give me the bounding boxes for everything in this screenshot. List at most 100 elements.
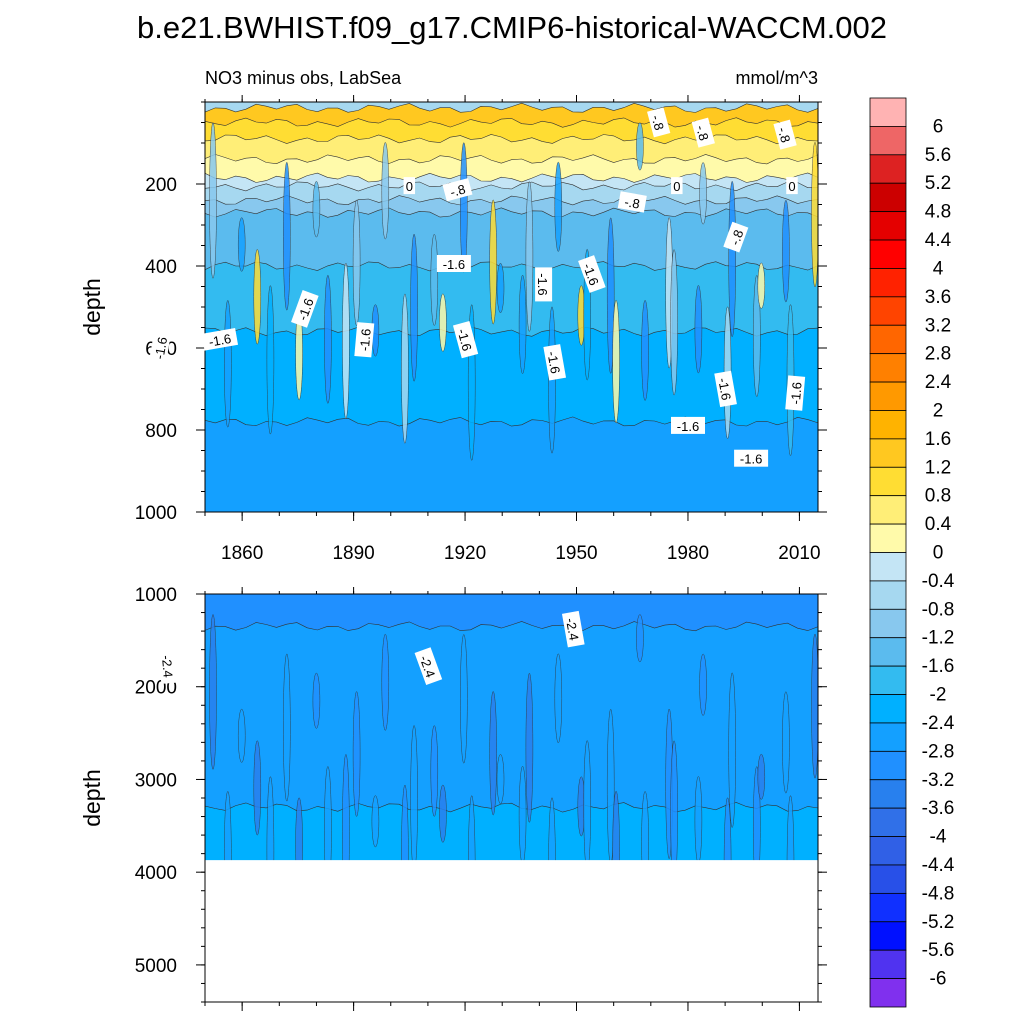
contour-label-bg — [158, 648, 179, 684]
contour-feature — [753, 275, 761, 397]
contour-feature — [699, 162, 707, 225]
colorbar-box — [869, 154, 907, 184]
colorbar-label: 2.4 — [925, 372, 952, 393]
units-label: mmol/m^3 — [736, 68, 818, 88]
contour-label-bg — [414, 647, 443, 686]
contour-label-text: 0 — [673, 179, 680, 194]
contour-label-bg — [734, 449, 769, 467]
contour-feature — [439, 784, 447, 843]
y-tick-label: 200 — [145, 175, 177, 196]
contour-label-bg — [785, 375, 806, 411]
colorbar-label: -0.8 — [922, 599, 955, 620]
contour-feature — [324, 274, 332, 404]
colorbar-box — [869, 324, 907, 355]
colorbar-label: -2.4 — [922, 713, 955, 734]
contour-feature — [728, 180, 736, 338]
colorbar-box — [869, 836, 907, 866]
contour-label-text: -.8 — [775, 126, 793, 145]
contour-label-text: -1.6 — [788, 381, 805, 405]
contour-label-bg — [617, 191, 647, 213]
colorbar-box — [869, 211, 907, 241]
contour-label-bg — [786, 177, 798, 195]
colorbar-box — [869, 892, 907, 923]
colorbar-box — [869, 864, 907, 894]
colorbar-box — [869, 381, 907, 411]
contour-label: -.8 — [647, 107, 671, 138]
ocean-floor-mask — [205, 860, 818, 1002]
y-tick-label: 800 — [145, 421, 177, 442]
panel-subtitle: NO3 minus obs, LabSea — [205, 68, 402, 88]
contour-feature — [782, 199, 790, 303]
contour-label-bg — [442, 178, 473, 202]
chart-title: b.e21.BWHIST.f09_g17.CMIP6-historical-WA… — [137, 10, 887, 45]
colorbar-box — [869, 949, 907, 980]
colorbar-label: 0.4 — [925, 514, 952, 535]
y-axis-label: depth — [79, 278, 105, 336]
colorbar-label: -4.8 — [922, 883, 955, 904]
contour-label-bg — [723, 221, 749, 253]
contour-label-bg — [354, 322, 375, 358]
contour-feature — [636, 614, 644, 663]
contour-label-text: -2.4 — [417, 653, 439, 679]
contour-feature — [525, 672, 534, 823]
contour-feature — [694, 285, 703, 374]
contour-label: -2.4 — [158, 648, 179, 684]
depth-band — [205, 594, 818, 633]
colorbar-label: -1.2 — [922, 628, 955, 649]
colorbar-label: -4 — [930, 827, 947, 848]
contour-label-text: -1.6 — [208, 331, 233, 350]
contour-feature — [460, 142, 468, 273]
contour-feature — [641, 300, 649, 401]
colorbar-box — [869, 779, 907, 809]
contour-label: -1.6 — [714, 370, 737, 408]
contour-label: -1.6 — [148, 329, 172, 367]
contour-feature — [518, 274, 527, 374]
contour-label: -1.6 — [354, 322, 375, 358]
contour-feature — [489, 691, 497, 816]
x-tick-label: 1890 — [332, 543, 374, 564]
colorbar-box — [869, 239, 907, 269]
contour-fill — [205, 594, 818, 1002]
contour-label: 0 — [671, 177, 683, 195]
contour-label: -.8 — [773, 119, 797, 150]
contour-feature — [352, 199, 361, 326]
y-tick-label: 400 — [145, 257, 177, 278]
y-tick-label: 5000 — [135, 956, 177, 977]
contour-label-text: -1.6 — [715, 377, 734, 402]
contour-label-bg — [436, 255, 471, 272]
contour-label: -.8 — [617, 191, 647, 213]
depth-band — [205, 802, 818, 867]
colorbar-box — [869, 608, 907, 639]
contour-feature — [489, 199, 497, 325]
contour-label-bg — [561, 610, 585, 648]
contour-feature — [381, 633, 390, 731]
contour-label-text: -.8 — [693, 124, 711, 143]
contour-label-text: 0 — [406, 179, 413, 194]
contour-label-text: -1.6 — [580, 261, 602, 287]
contour-feature — [757, 262, 766, 309]
depth-band — [205, 621, 818, 814]
contour-label: -1.6 — [201, 327, 239, 351]
contour-label-text: -1.6 — [152, 336, 171, 361]
colorbar-label: -5.2 — [922, 912, 955, 933]
contour-feature — [430, 234, 439, 326]
contour-feature — [554, 653, 563, 744]
contour-label-text: -2.4 — [563, 617, 582, 642]
contour-label-text: -1.6 — [544, 350, 563, 375]
contour-label: -1.6 — [785, 375, 806, 411]
contour-feature — [430, 725, 439, 817]
contour-label: -1.6 — [671, 416, 705, 434]
colorbar-label: 1.2 — [925, 457, 951, 478]
contour-feature — [224, 300, 232, 428]
upper-panel: 1860189019201950198020102004006008001000… — [79, 95, 827, 564]
contour-label: -2.4 — [414, 647, 443, 686]
colorbar-label: 4.8 — [925, 202, 951, 223]
contour-label-text: -.8 — [649, 113, 667, 132]
colorbar-box — [869, 694, 907, 724]
contour-feature — [410, 233, 418, 382]
colorbar-box — [869, 807, 907, 837]
contour-label-bg — [543, 344, 567, 381]
contour-feature — [209, 614, 217, 770]
colorbar-label: 4 — [933, 258, 944, 279]
